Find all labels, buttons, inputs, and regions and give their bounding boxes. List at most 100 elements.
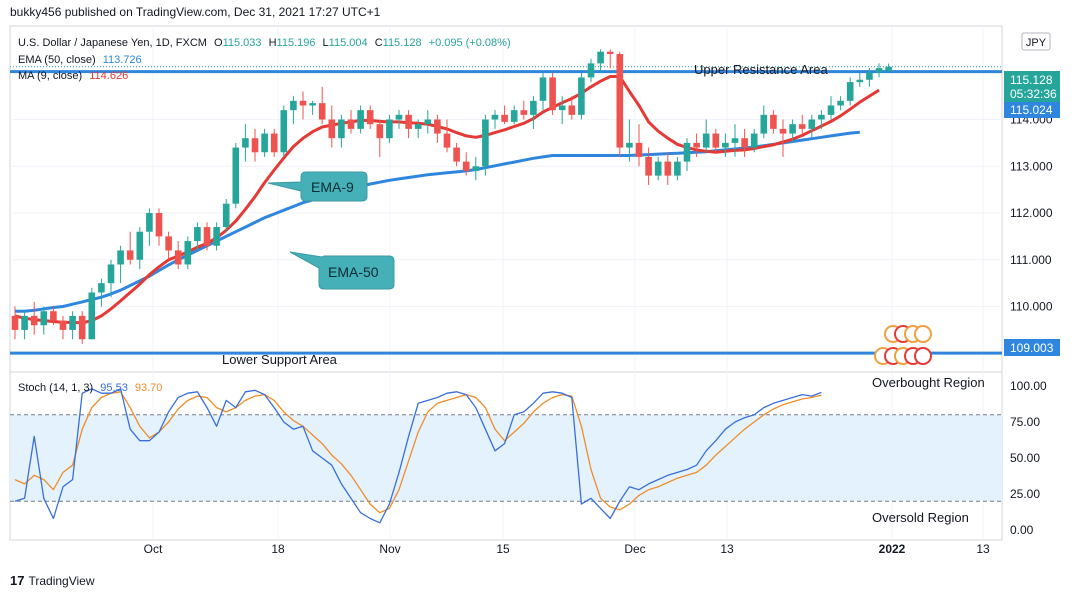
candle-body	[98, 283, 105, 293]
candle-body	[616, 54, 624, 148]
legend-h: 115.196	[277, 37, 316, 49]
last-price-badge: 115.128 05:32:36	[1004, 71, 1060, 102]
lower-support-label: Lower Support Area	[222, 352, 338, 367]
candle-body	[184, 241, 192, 265]
us-flag-events-icon[interactable]	[874, 325, 932, 365]
stoch-band	[10, 414, 1002, 502]
time-tick-label: 2022	[879, 542, 906, 556]
stoch-lines[interactable]	[14, 388, 822, 524]
legend-stoch: Stoch (14, 1, 3) 95.53 93.70	[18, 382, 162, 394]
candle-body	[88, 292, 96, 340]
candle-body	[194, 227, 201, 242]
candle-body	[520, 110, 528, 115]
candle-body	[270, 133, 278, 153]
legend-ma9-value: 114.626	[89, 70, 128, 82]
candle-body	[539, 77, 547, 101]
ema50-callout-shape	[289, 251, 395, 290]
candle-body	[741, 138, 748, 148]
horizontal-levels[interactable]	[10, 66, 1002, 355]
candle-body	[664, 161, 672, 176]
stoch-tick-label: 50.00	[1010, 451, 1040, 465]
candle-body	[501, 114, 508, 122]
candle-body	[510, 110, 518, 122]
stoch-k-polyline	[14, 388, 822, 524]
publish-header: bukky456 published on TradingView.com, D…	[10, 5, 381, 19]
candle-body	[136, 231, 144, 260]
legend-ema50-label: EMA (50, close)	[18, 54, 96, 66]
candle-body	[472, 166, 480, 171]
resistance-price-box	[1004, 102, 1060, 118]
time-tick-label: Nov	[379, 542, 400, 556]
candle-body	[318, 103, 326, 120]
ema50-line[interactable]	[15, 130, 860, 313]
candle-body	[117, 250, 124, 265]
price-tick-label: 110.000	[1010, 300, 1053, 314]
candles[interactable]	[11, 49, 892, 344]
currency-badge[interactable]: JPY	[1021, 32, 1051, 51]
candle-body	[232, 147, 240, 204]
candle-body	[674, 161, 681, 176]
candle-body	[578, 77, 585, 115]
ema9-polyline	[14, 75, 880, 325]
candle-body	[654, 161, 662, 176]
candle-body	[798, 124, 806, 129]
candle-body	[290, 100, 297, 111]
legend-ma9-label: MA (9, close)	[18, 70, 82, 82]
candle-body	[347, 119, 355, 129]
candle-body	[453, 147, 460, 162]
legend-stoch-label: Stoch (14, 1, 3)	[18, 382, 93, 394]
candle-body	[11, 315, 19, 330]
overbought-label: Overbought Region	[872, 375, 985, 390]
candle-body	[213, 227, 220, 246]
stoch-band-fill	[10, 414, 1002, 502]
candle-body	[405, 114, 412, 129]
candle-body	[414, 124, 422, 129]
candle-body	[386, 119, 393, 139]
time-tick-label: Dec	[624, 542, 645, 556]
stoch-tick-label: 100.00	[1010, 379, 1047, 393]
stoch-d-polyline	[14, 391, 822, 514]
candle-body	[462, 161, 470, 171]
candle-body	[21, 315, 28, 330]
currency-badge-text: JPY	[1026, 37, 1047, 49]
ema9-line[interactable]	[14, 75, 880, 325]
price-pane-frame	[9, 25, 1003, 373]
time-tick-label: Oct	[144, 542, 163, 556]
candle-body	[376, 124, 384, 139]
candle-body	[491, 114, 499, 120]
ema9-callout[interactable]: EMA-9	[267, 171, 368, 202]
currency-badge-box	[1021, 32, 1051, 51]
candle-body	[126, 250, 134, 260]
candle-body	[50, 311, 57, 321]
candle-body	[837, 100, 844, 106]
candle-body	[760, 114, 768, 134]
footer[interactable]: 17 TradingView	[10, 573, 95, 588]
candle-body	[856, 79, 864, 83]
time-axis-labels: Oct 18 Nov 15 Dec 13 2022 13	[144, 542, 990, 556]
candle-body	[280, 110, 288, 153]
candle-body	[155, 213, 163, 237]
candle-body	[443, 133, 451, 148]
candle-body	[299, 100, 307, 106]
resistance-price-text: 115.024	[1010, 103, 1053, 117]
ema9-callout-shape	[267, 171, 368, 202]
candle-body	[597, 51, 604, 64]
legend-h-label: H	[269, 37, 277, 49]
support-price-box	[1004, 339, 1060, 356]
time-tick-label: 15	[496, 542, 510, 556]
legend-symbol: U.S. Dollar / Japanese Yen, 1D, FXCM O11…	[18, 37, 511, 49]
resistance-price-badge: 115.024	[1004, 102, 1060, 118]
candle-body	[59, 320, 67, 330]
event-icon	[914, 325, 932, 343]
price-tick-label: 112.000	[1010, 206, 1053, 220]
event-icon	[914, 347, 932, 365]
ema50-callout[interactable]: EMA-50	[289, 251, 395, 290]
time-tick-label: 18	[271, 542, 285, 556]
candle-body	[827, 105, 835, 115]
candle-body	[866, 72, 873, 80]
candle-body	[712, 133, 720, 148]
candle-body	[770, 114, 777, 129]
candle-body	[482, 119, 489, 167]
